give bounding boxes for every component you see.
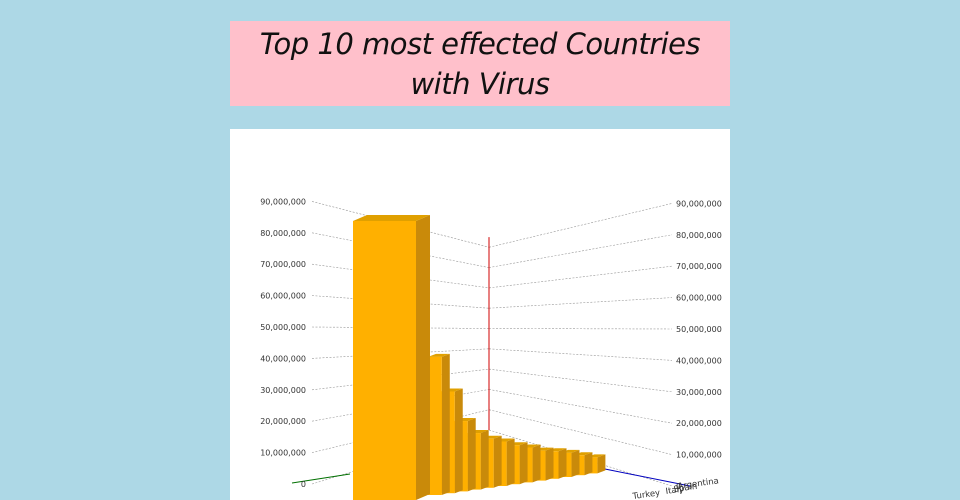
y-tick-label-right: 20,000,000 — [676, 419, 722, 428]
bar-top — [428, 353, 450, 357]
bar-chart-3d: 0 10,000,000 20,000,000 30,000,000 40,000,00… — [260, 197, 722, 500]
grid-line-left — [311, 389, 490, 422]
chart-panel: 0 10,000,000 20,000,000 30,000,000 40,000,00… — [230, 129, 730, 500]
bar-front — [353, 220, 416, 500]
y-tick-label-right: 70,000,000 — [676, 262, 722, 271]
bar-side — [493, 435, 502, 488]
category-label: Turkey — [631, 488, 661, 500]
y-tick-label-left: 90,000,000 — [260, 197, 306, 206]
y-tick-label-right: 50,000,000 — [676, 325, 722, 334]
bar-side — [416, 214, 430, 500]
bar-top — [353, 214, 430, 221]
y-tick-label-left: 10,000,000 — [260, 449, 306, 458]
grid-line-right — [488, 389, 673, 424]
bar-side — [571, 449, 580, 477]
bar — [428, 353, 450, 495]
bar-side — [480, 430, 489, 490]
bar-side — [441, 353, 450, 495]
grid-line-right — [488, 265, 673, 289]
bar-front — [428, 356, 442, 495]
bar-side — [454, 388, 463, 494]
bars — [353, 214, 606, 500]
y-tick-label-right: 60,000,000 — [676, 294, 722, 303]
bar-side — [545, 447, 554, 481]
y-tick-label-right: 40,000,000 — [676, 356, 722, 365]
x-axis-left — [291, 473, 351, 484]
y-tick-label-right: 0 — [676, 482, 681, 491]
category-label: Italy — [665, 484, 685, 496]
y-tick-labels-right: 0 10,000,000 20,000,000 30,000,000 40,000,00… — [676, 199, 722, 491]
grid-line-right — [488, 203, 673, 248]
bar-side — [519, 442, 528, 485]
bar — [353, 214, 430, 500]
y-tick-labels-left: 0 10,000,000 20,000,000 30,000,000 40,000,00… — [260, 197, 306, 489]
y-tick-label-left: 50,000,000 — [260, 323, 306, 332]
title-banner: Top 10 most effected Countries with Viru… — [230, 21, 730, 106]
bar-side — [532, 444, 541, 483]
grid-line-right — [488, 297, 673, 309]
y-tick-label-left: 80,000,000 — [260, 229, 306, 238]
y-tick-label-left: 0 — [301, 480, 306, 489]
y-tick-label-left: 20,000,000 — [260, 417, 306, 426]
grid-line-right — [488, 328, 673, 330]
y-tick-label-right: 10,000,000 — [676, 451, 722, 460]
y-tick-label-left: 70,000,000 — [260, 260, 306, 269]
y-tick-label-right: 90,000,000 — [676, 199, 722, 208]
page-title: Top 10 most effected Countries with Viru… — [259, 26, 701, 101]
bar-side — [506, 438, 515, 486]
depth-axis — [599, 467, 691, 487]
bar-side — [467, 418, 476, 492]
y-tick-label-left: 30,000,000 — [260, 386, 306, 395]
axes — [291, 237, 691, 487]
grid-line-right — [488, 368, 673, 393]
grid-line-right — [488, 234, 673, 268]
y-tick-label-right: 80,000,000 — [676, 231, 722, 240]
grid-line-right — [488, 348, 673, 361]
y-tick-label-left: 60,000,000 — [260, 292, 306, 301]
bar-side — [597, 454, 606, 474]
y-tick-label-left: 40,000,000 — [260, 354, 306, 363]
category-label: Argentina — [677, 476, 719, 492]
bar-side — [558, 448, 567, 479]
category-label: Spain — [673, 482, 698, 495]
bar-side — [584, 452, 593, 476]
y-tick-label-right: 30,000,000 — [676, 388, 722, 397]
